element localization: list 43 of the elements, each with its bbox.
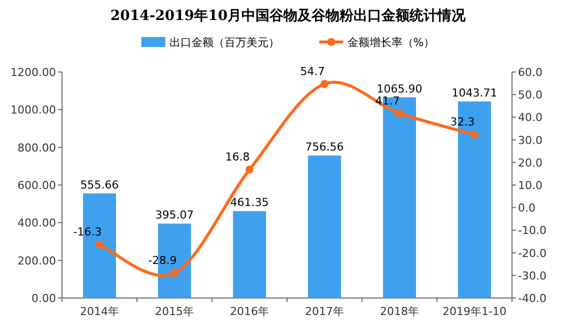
data-label: 1043.71	[452, 86, 498, 100]
data-label: 1065.90	[376, 82, 422, 96]
data-label: 555.66	[80, 178, 119, 192]
y-tick-label: 600.00	[18, 179, 56, 192]
chart-title: 2014-2019年10月中国谷物及谷物粉出口金额统计情况	[110, 7, 467, 24]
legend-label: 金额增长率（%）	[347, 36, 435, 49]
y2-tick-label: 60.0	[518, 66, 542, 79]
point	[96, 240, 104, 248]
y2-tick-label: 50.0	[518, 88, 542, 102]
y2-tick-label: 30.0	[518, 134, 542, 147]
y-tick-label: 1200.00	[10, 66, 56, 79]
y2-tick-label: -10.0	[518, 224, 546, 238]
data-label: 16.8	[225, 150, 250, 164]
y-tick-label: 800.00	[18, 141, 56, 154]
legend-label: 出口金额（百万美元）	[169, 36, 280, 49]
point	[396, 109, 404, 118]
data-label: 756.56	[305, 140, 344, 154]
data-label: 54.7	[300, 64, 325, 78]
data-label: 461.35	[230, 196, 269, 210]
x-tick-label: 2016年	[230, 305, 269, 318]
bar	[308, 156, 341, 298]
y2-tick-label: -30.0	[518, 269, 546, 282]
point	[246, 166, 254, 174]
x-tick-label: 2015年	[155, 305, 194, 318]
y-tick-label: 0.00	[32, 292, 56, 305]
y2-tick-label: -40.0	[518, 292, 546, 305]
point	[170, 268, 178, 277]
x-tick-label: 2019年1-10	[442, 305, 506, 318]
data-label: 395.07	[155, 208, 194, 222]
y-tick-label: 400.00	[18, 216, 56, 230]
x-tick-label: 2017年	[305, 305, 344, 318]
x-tick-label: 2014年	[80, 305, 119, 318]
y2-tick-label: 20.0	[518, 156, 542, 170]
y2-tick-label: 40.0	[518, 111, 542, 124]
y-tick-label: 200.00	[18, 254, 56, 268]
y2-tick-label: -20.0	[518, 246, 546, 260]
bar	[233, 211, 266, 298]
y-tick-label: 1000.00	[10, 104, 56, 117]
y2-tick-label: 0.0	[518, 202, 536, 215]
y2-tick-label: 10.0	[518, 179, 542, 192]
point	[470, 130, 478, 139]
point	[320, 80, 328, 88]
x-tick-label: 2018年	[380, 305, 419, 318]
